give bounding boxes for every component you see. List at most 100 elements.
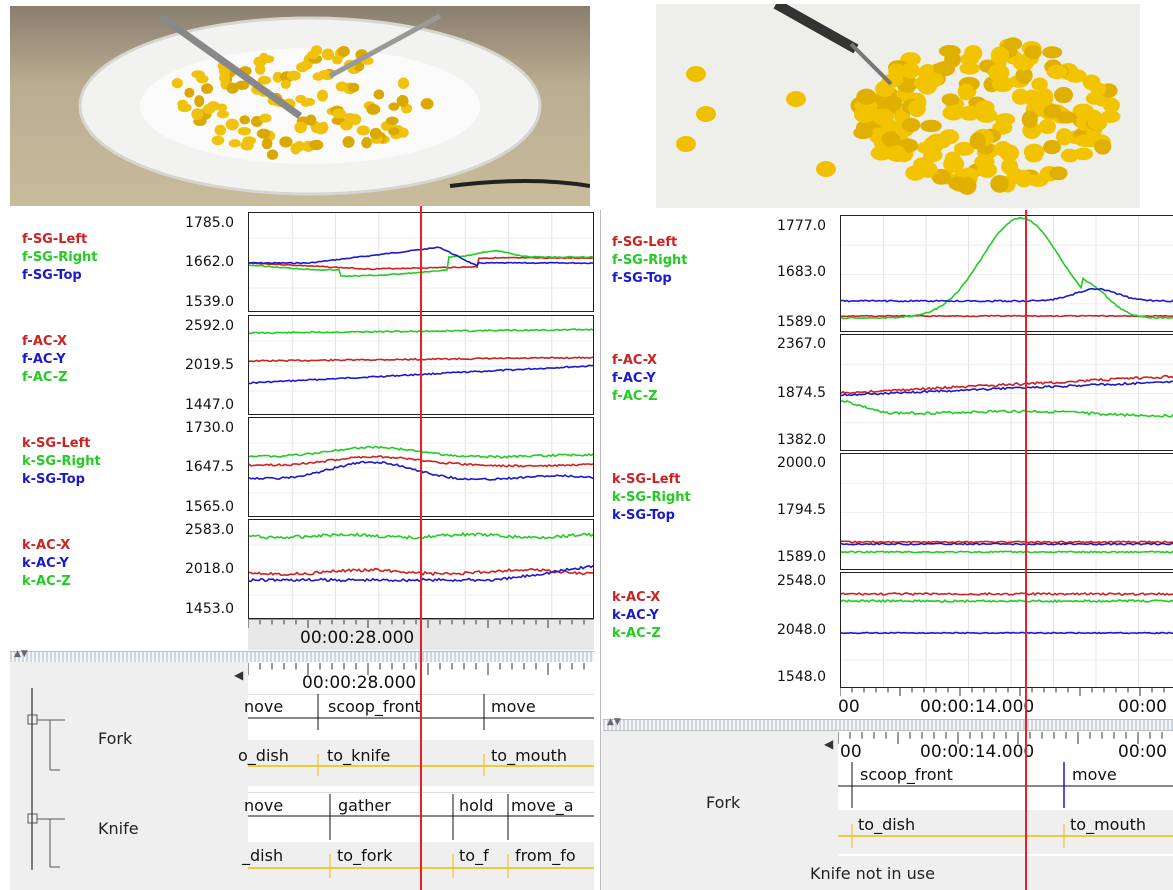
left-ruler-ticks (248, 620, 585, 628)
legend-k-ac-z: k-AC-Z (22, 574, 71, 589)
legend-f-ac-x: f-AC-X (22, 334, 68, 349)
trace-f-sg-top (841, 287, 1173, 303)
legend-f-ac-z: f-AC-Z (612, 389, 658, 404)
left-knife-segment-2[interactable]: gather (338, 796, 391, 815)
right-tick-1a: 1777.0 (777, 218, 826, 234)
trace-f-ac-y (249, 364, 593, 385)
trace-k-sg-top (249, 460, 593, 481)
left-annotation-time-label: 00:00:28.000 (302, 673, 417, 693)
trace-f-sg-left (841, 314, 1173, 318)
right-tier-name-fork[interactable]: Fork (706, 793, 741, 812)
left-knife-sub-4[interactable]: from_fo (515, 846, 576, 865)
trace-f-ac-x (249, 356, 593, 363)
right-annotation-time-prev: 00 (840, 742, 862, 762)
trace-f-ac-x (841, 374, 1173, 395)
right-plot-4[interactable] (840, 572, 1173, 688)
left-fork-segment-3[interactable]: move (491, 697, 536, 716)
trace-f-sg-right (841, 216, 1173, 320)
trace-f-ac-z (249, 328, 593, 335)
trace-k-ac-y (249, 564, 593, 583)
trace-f-ac-z (841, 400, 1173, 418)
right-tick-3b: 1794.5 (777, 502, 826, 518)
right-fork-lower-row (838, 810, 1173, 854)
trace-f-sg-right (249, 250, 593, 278)
left-fork-sub-2[interactable]: to_knife (327, 746, 391, 765)
legend-k-ac-y: k-AC-Y (22, 556, 69, 571)
right-splitter-arrows-icon[interactable]: ▲▼ (607, 717, 621, 727)
trace-k-ac-y (841, 631, 1173, 635)
trace-k-sg-right (841, 550, 1173, 554)
left-tick-1a: 1785.0 (185, 215, 234, 231)
legend-f-sg-top: f-SG-Top (612, 271, 672, 286)
trace-k-sg-left (841, 540, 1173, 544)
right-plot-3[interactable] (840, 453, 1173, 570)
right-fork-segment-1[interactable]: scoop_front (860, 765, 953, 784)
right-legend-1: f-SG-Left f-SG-Right f-SG-Top (612, 234, 688, 288)
right-splitter[interactable] (603, 719, 1173, 731)
left-fork-sub-3[interactable]: to_mouth (491, 746, 567, 765)
left-tier-name-knife[interactable]: Knife (98, 819, 139, 838)
legend-f-ac-y: f-AC-Y (22, 352, 66, 367)
left-tick-3a: 1730.0 (185, 420, 234, 436)
left-tick-4c: 1453.0 (185, 601, 234, 617)
left-knife-sub-2[interactable]: to_fork (337, 846, 393, 865)
left-knife-segment-4[interactable]: move_a (511, 796, 574, 815)
plate-scene-left (78, 13, 590, 196)
left-tick-3b: 1647.5 (185, 459, 234, 475)
left-tier-name-fork[interactable]: Fork (98, 729, 133, 748)
left-knife-sub-1[interactable]: _dish (242, 846, 284, 865)
legend-f-sg-right: f-SG-Right (22, 250, 98, 265)
right-fork-segment-2[interactable]: move (1072, 765, 1117, 784)
right-plot-1[interactable] (840, 215, 1173, 332)
right-plot-2[interactable] (840, 334, 1173, 451)
trace-k-ac-x (841, 591, 1173, 596)
right-legend-2: f-AC-X f-AC-Y f-AC-Z (612, 352, 658, 406)
legend-f-sg-left: f-SG-Left (612, 235, 678, 250)
left-knife-sub-3[interactable]: to_f (459, 846, 489, 865)
right-legend-3: k-SG-Left k-SG-Right k-SG-Top (612, 471, 691, 525)
right-time-cursor[interactable] (1025, 210, 1027, 890)
right-knife-note: Knife not in use (810, 864, 935, 883)
legend-k-sg-left: k-SG-Left (612, 472, 681, 487)
left-legend-2: f-AC-X f-AC-Y f-AC-Z (22, 333, 68, 387)
legend-f-ac-x: f-AC-X (612, 353, 658, 368)
right-tick-4c: 1548.0 (777, 669, 826, 685)
left-legend-3: k-SG-Left k-SG-Right k-SG-Top (22, 435, 101, 489)
right-legend-4: k-AC-X k-AC-Y k-AC-Z (612, 589, 661, 643)
left-splitter-arrows-icon[interactable]: ▲▼ (14, 649, 28, 659)
right-annotation-time-next: 00:00 (1118, 742, 1167, 762)
left-collapse-icon[interactable]: ◀ (234, 668, 244, 682)
right-tick-2b: 1874.5 (777, 385, 826, 401)
left-legend-4: k-AC-X k-AC-Y k-AC-Z (22, 537, 71, 591)
legend-k-sg-right: k-SG-Right (22, 454, 101, 469)
legend-f-ac-y: f-AC-Y (612, 371, 656, 386)
left-knife-segment-3[interactable]: hold (459, 796, 494, 815)
right-time-label: 00:00:14.000 (920, 697, 1035, 717)
left-legend-1: f-SG-Left f-SG-Right f-SG-Top (22, 231, 98, 285)
trace-k-ac-z (841, 598, 1173, 604)
left-tick-2b: 2019.5 (185, 357, 234, 373)
left-tick-3c: 1565.0 (185, 499, 234, 515)
right-time-label-prev: 00 (838, 697, 860, 717)
legend-f-sg-right: f-SG-Right (612, 253, 688, 268)
right-collapse-icon[interactable]: ◀ (824, 737, 834, 751)
right-fork-sub-2[interactable]: to_mouth (1070, 815, 1146, 834)
left-fork-segment-1[interactable]: nove (244, 697, 284, 716)
legend-k-sg-left: k-SG-Left (22, 436, 91, 451)
trace-k-sg-left (249, 455, 593, 468)
left-fork-segment-2[interactable]: scoop_front (328, 697, 421, 716)
video-frame-left (10, 6, 590, 206)
right-tick-4a: 2548.0 (777, 573, 826, 589)
legend-k-ac-x: k-AC-X (612, 590, 661, 605)
left-tick-1b: 1662.0 (185, 254, 234, 270)
left-time-label: 00:00:28.000 (300, 628, 415, 648)
left-time-cursor[interactable] (420, 206, 422, 890)
trace-k-sg-top (841, 542, 1173, 546)
right-time-ruler[interactable] (840, 688, 1173, 716)
left-fork-sub-1[interactable]: o_dish (238, 746, 289, 765)
right-annotation-ruler (837, 731, 1173, 745)
trace-f-sg-top (249, 246, 593, 267)
right-fork-sub-1[interactable]: to_dish (858, 815, 916, 834)
left-knife-segment-1[interactable]: nove (244, 796, 284, 815)
legend-k-ac-y: k-AC-Y (612, 608, 659, 623)
